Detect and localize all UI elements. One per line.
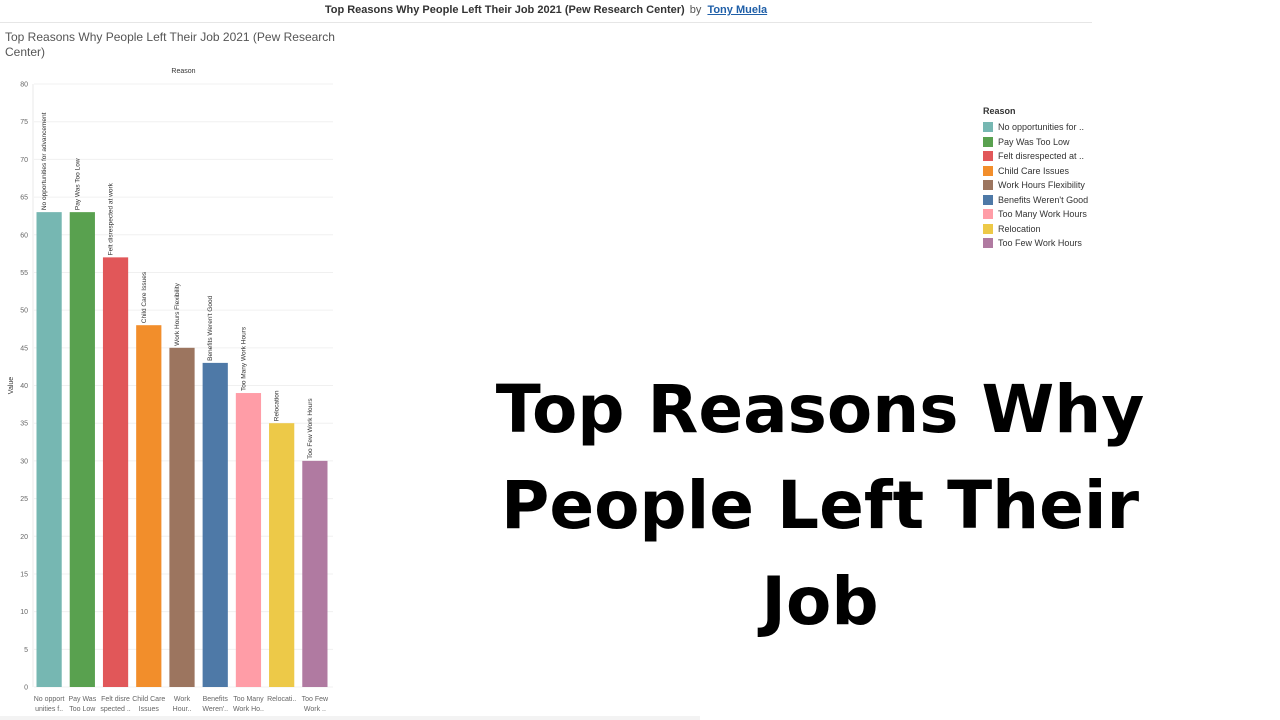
y-tick-label: 30 [20,458,28,465]
bottom-scroll-strip [0,716,700,720]
bar-label: Too Many Work Hours [240,326,247,391]
bar [102,257,129,687]
y-tick-label: 65 [20,195,28,202]
y-tick-label: 45 [20,345,28,352]
y-tick-label: 5 [24,647,28,654]
legend-swatch [983,136,993,147]
legend-item[interactable]: Too Many Work Hours [983,207,1091,222]
bar-label: Benefits Weren't Good [207,295,214,360]
legend-swatch [983,223,993,234]
x-tick-label: Work [174,696,191,703]
legend-swatch [983,151,993,162]
legend-item[interactable]: No opportunities for .. [983,120,1091,135]
bar [169,347,195,687]
y-axis-title: Value [8,377,15,394]
bar [69,212,95,687]
bar-label: Felt disrespected at work [108,182,115,255]
x-tick-label: No opport [34,696,65,703]
bar-chart: Reason 0 5 10 15 20 25 30 35 40 45 50 55 60 65 70 75 80 Va… [8,68,333,713]
bar-label: Work Hours Flexibility [174,282,181,345]
legend-label: Too Few Work Hours [998,238,1082,249]
x-tick-label: Work Ho.. [233,706,264,713]
x-tick-label: Pay Was [68,696,96,703]
y-tick-label: 35 [20,421,28,428]
bar-label: Child Care Issues [141,271,148,323]
legend-item[interactable]: Relocation [983,222,1091,237]
headline-line-2: People Left Their Job [500,467,1140,640]
legend-label: Child Care Issues [998,165,1070,176]
y-tick-label: 60 [20,232,28,239]
y-tick-label: 75 [20,119,28,126]
y-tick-label: 70 [20,157,28,164]
legend-label: Relocation [998,223,1041,234]
x-tick-label: spected .. [100,706,130,713]
x-tick-label: Too Many [233,696,264,703]
x-tick-label: Too Few [302,696,329,703]
legend-label: No opportunities for .. [998,122,1085,133]
x-tick-label: Issues [139,706,160,713]
legend-item[interactable]: Benefits Weren't Good [983,193,1091,208]
legend-swatch [983,238,993,249]
column-header: Reason [171,68,195,75]
legend-item[interactable]: Too Few Work Hours [983,236,1091,251]
legend-label: Benefits Weren't Good [998,194,1089,205]
y-tick-label: 25 [20,496,28,503]
legend-swatch [983,194,993,205]
author-link[interactable]: Tony Muela [707,4,768,16]
bar-label: Pay Was Too Low [74,158,81,210]
legend-title: Reason [983,106,1016,116]
bar [202,362,228,687]
legend-item[interactable]: Work Hours Flexibility [983,178,1091,193]
x-tick-label: Benefits [203,696,229,703]
legend-swatch [983,209,993,220]
x-tick-label: Hour.. [173,706,192,713]
y-tick-label: 20 [20,534,28,541]
legend-label: Pay Was Too Low [998,136,1070,147]
bar [235,393,262,687]
bar-label: Relocation [274,390,281,421]
x-tick-label: Child Care [132,696,165,703]
y-tick-label: 80 [20,82,28,89]
bar [36,212,62,687]
dashboard-title: Top Reasons Why People Left Their Job 20… [324,4,685,16]
y-tick-label: 10 [20,609,28,616]
y-tick-label: 15 [20,571,28,578]
x-tick-label: Too Low [69,706,96,713]
x-tick-label: Felt disre [101,696,130,703]
dashboard-header: Top Reasons Why People Left Their Job 20… [0,0,1092,23]
x-tick-label: Relocati.. [267,696,296,703]
byline-prefix: by [689,4,702,16]
bar-label: No opportunities for advancement [41,112,48,210]
legend-label: Too Many Work Hours [998,209,1087,220]
y-tick-label: 40 [20,383,28,390]
legend-item[interactable]: Pay Was Too Low [983,135,1091,150]
bar-label: Too Few Work Hours [307,398,314,459]
bar [302,460,328,687]
legend-swatch [983,180,993,191]
y-tick-label: 0 [24,685,28,692]
bar [269,423,295,687]
legend-label: Felt disrespected at .. [998,151,1085,162]
legend-label: Work Hours Flexibility [998,180,1085,191]
x-tick-label: unities f.. [35,706,63,713]
y-tick-label: 55 [20,270,28,277]
x-tick-label: Weren'.. [202,706,228,713]
y-tick-label: 50 [20,308,28,315]
legend-item[interactable]: Child Care Issues [983,164,1091,179]
sheet-title: Top Reasons Why People Left Their Job 20… [5,30,335,59]
bar [136,325,162,687]
legend-swatch [983,165,993,176]
headline: Top Reasons Why People Left Their Job [450,362,1190,650]
legend: Reason No opportunities for .. Pay Was To… [983,106,1091,251]
legend-item[interactable]: Felt disrespected at .. [983,149,1091,164]
legend-swatch [983,122,993,133]
headline-line-1: Top Reasons Why [495,371,1145,448]
x-tick-label: Work .. [304,706,326,713]
